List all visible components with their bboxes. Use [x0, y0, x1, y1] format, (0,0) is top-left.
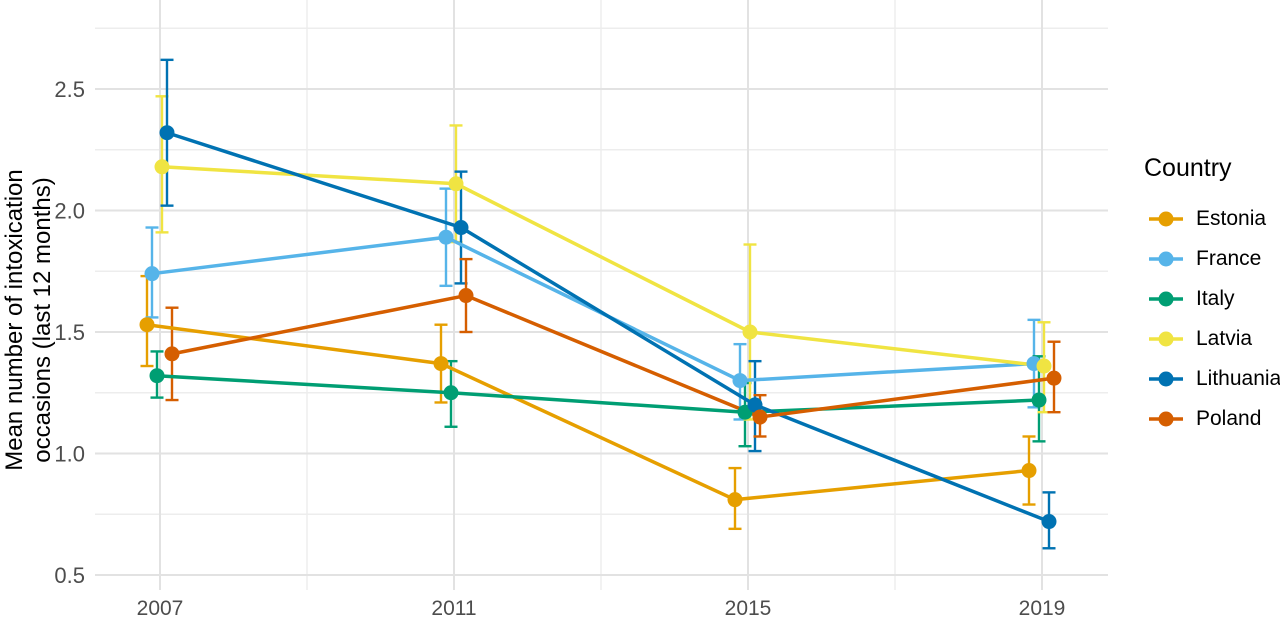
data-point-latvia	[1036, 358, 1052, 374]
data-point-lithuania	[1041, 514, 1057, 530]
data-point-lithuania	[747, 397, 763, 413]
data-point-italy	[443, 385, 459, 401]
y-axis-title-line2: occasions (last 12 months)	[29, 177, 56, 463]
data-point-lithuania	[159, 125, 175, 141]
data-point-estonia	[139, 317, 155, 333]
legend-key-icon-france	[1149, 251, 1183, 267]
y-tick-label: 1.5	[54, 320, 85, 345]
legend-item-lithuania: Lithuania	[1140, 359, 1280, 399]
series-line-poland	[171, 293, 1055, 419]
data-point-poland	[458, 288, 474, 304]
y-tick-label: 0.5	[54, 563, 85, 588]
y-axis-title-line1: Mean number of intoxication	[1, 169, 28, 471]
x-tick-label: 2019	[1019, 597, 1066, 620]
data-point-estonia	[727, 492, 743, 508]
legend-item-label: Italy	[1196, 287, 1235, 310]
series-line-estonia	[146, 322, 1030, 502]
legend-key-point	[1158, 411, 1174, 427]
legend-key-icon-latvia	[1149, 331, 1183, 347]
x-tick-label: 2015	[725, 597, 772, 620]
legend-item-italy: Italy	[1140, 279, 1280, 319]
data-point-estonia	[1021, 463, 1037, 479]
data-point-poland	[164, 346, 180, 362]
legend-key-icon-lithuania	[1149, 371, 1183, 387]
legend-title: Country	[1144, 154, 1232, 182]
legend-key-point	[1158, 371, 1174, 387]
legend-item-poland: Poland	[1140, 399, 1280, 439]
legend-key-icon-estonia	[1149, 211, 1183, 227]
data-point-lithuania	[453, 220, 469, 236]
legend-items: Estonia France Italy Latvia Lithuania Poland	[1140, 199, 1280, 439]
data-point-france	[144, 266, 160, 282]
y-axis-title: Mean number of intoxication occasions (l…	[1, 20, 57, 620]
series-line-latvia	[161, 165, 1045, 368]
points-layer	[139, 125, 1062, 530]
data-point-latvia	[742, 324, 758, 340]
legend-item-label: Poland	[1196, 407, 1262, 430]
lines-layer	[146, 131, 1055, 524]
data-point-france	[438, 229, 454, 245]
data-point-france	[732, 373, 748, 389]
data-point-latvia	[448, 176, 464, 192]
y-tick-label: 1.0	[54, 442, 85, 467]
x-tick-label: 2011	[431, 597, 476, 620]
legend-item-label: Estonia	[1196, 207, 1267, 230]
legend-key-icon-italy	[1149, 291, 1183, 307]
x-tick-label: 2007	[137, 597, 184, 620]
y-tick-label: 2.5	[54, 77, 85, 102]
series-line-italy	[156, 373, 1040, 414]
legend-key-point	[1158, 251, 1174, 267]
legend-key-point	[1158, 331, 1174, 347]
data-point-latvia	[154, 159, 170, 175]
legend-key-point	[1158, 211, 1174, 227]
legend-item-france: France	[1140, 239, 1280, 279]
legend-key-icon-poland	[1149, 411, 1183, 427]
data-point-poland	[752, 409, 768, 425]
legend-item-estonia: Estonia	[1140, 199, 1280, 239]
legend-item-label: Latvia	[1196, 327, 1253, 350]
data-point-italy	[149, 368, 165, 384]
data-point-estonia	[433, 356, 449, 372]
y-tick-label: 2.0	[54, 199, 85, 224]
legend-item-latvia: Latvia	[1140, 319, 1280, 359]
legend-item-label: Lithuania	[1196, 367, 1280, 390]
legend-key-point	[1158, 291, 1174, 307]
data-point-italy	[1031, 392, 1047, 408]
legend-item-label: France	[1196, 247, 1262, 270]
series-line-lithuania	[166, 131, 1050, 524]
data-point-poland	[1046, 370, 1062, 386]
legend: Country Estonia France Italy Latvia Lithuani…	[1140, 154, 1280, 439]
